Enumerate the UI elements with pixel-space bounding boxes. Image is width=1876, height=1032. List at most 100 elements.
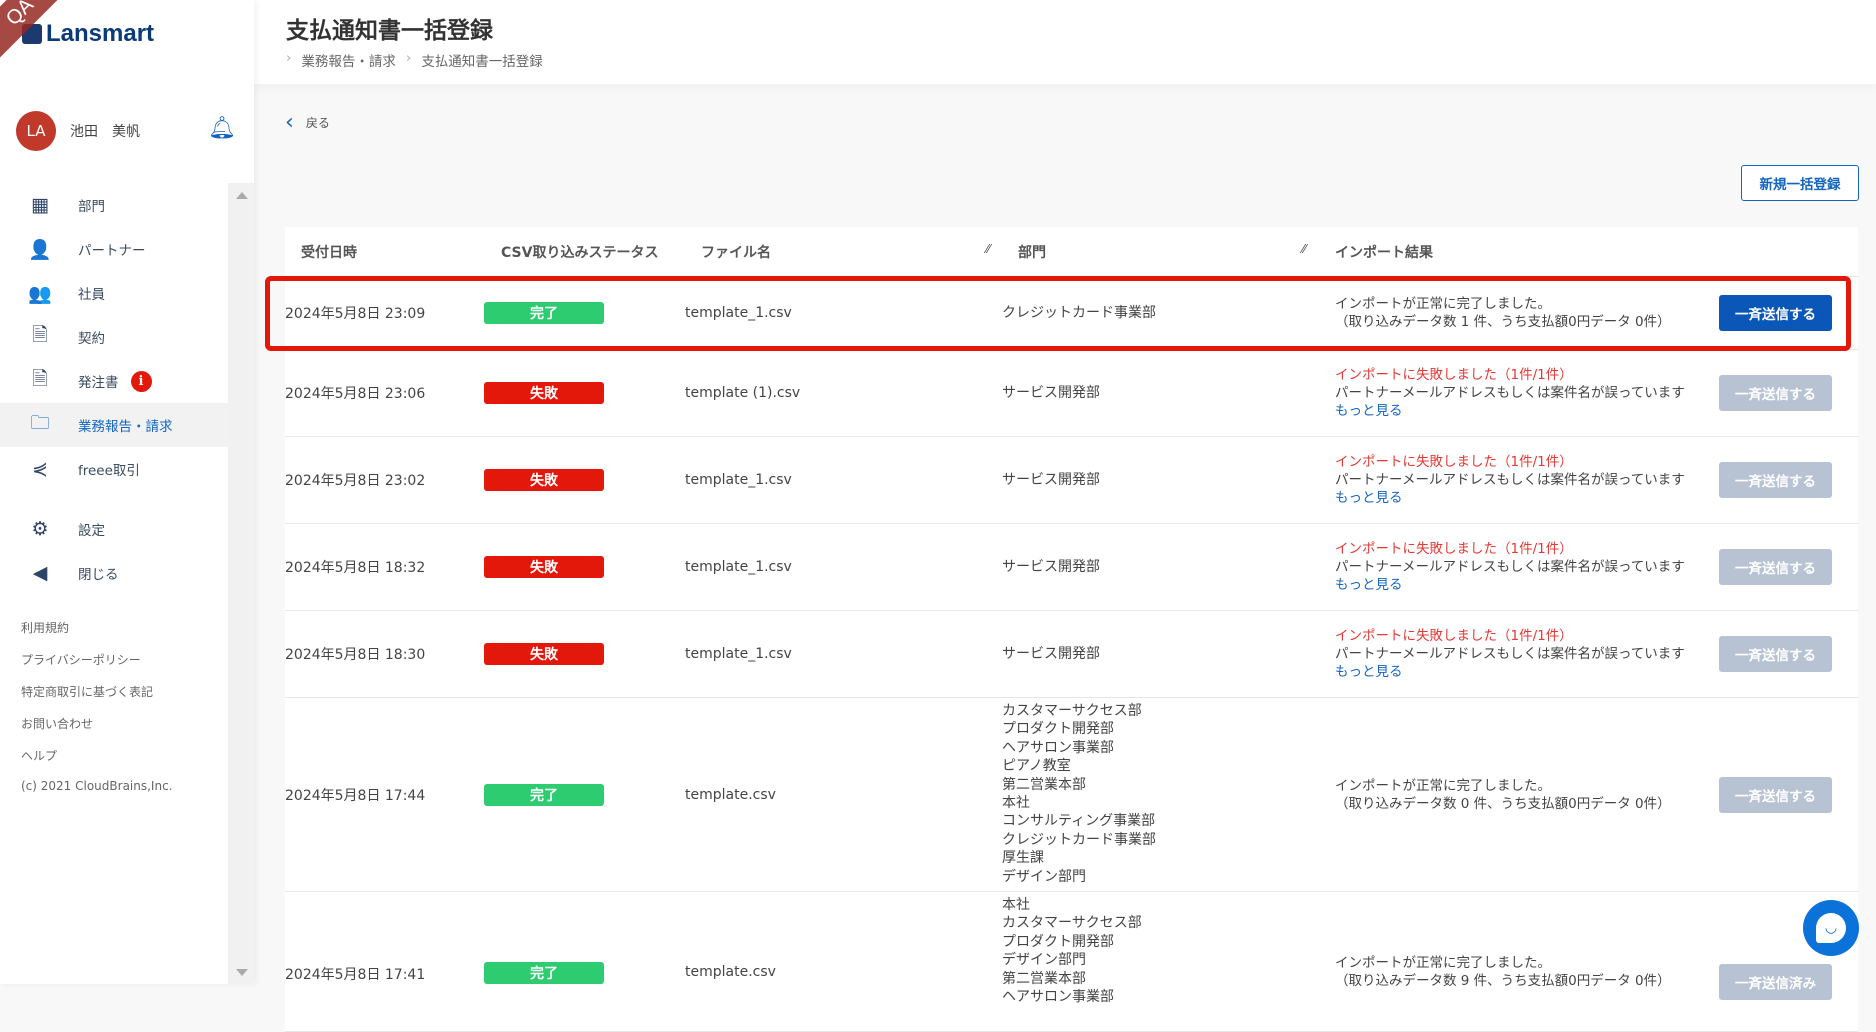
table-row: 2024年5月8日 17:41 完了 template.csv 本社 カスタマーサ…: [285, 892, 1858, 1032]
department-name: ヘアサロン事業部: [1002, 989, 1114, 1006]
import-result: インポートに失敗しました（1件/1件） パートナーメールアドレスもしくは案件名が誤…: [1335, 453, 1685, 507]
bulk-send-button[interactable]: 一斉送信する: [1719, 549, 1832, 585]
import-result: インポートに失敗しました（1件/1件） パートナーメールアドレスもしくは案件名が誤…: [1335, 366, 1685, 420]
department-name: 第二営業本部: [1002, 776, 1086, 793]
sidebar: QA Lansmart LA 池田 美帆 🔔︎ ▦ 部門 👤 パートナー 👥 社員 🗎 契約 🗎…: [0, 0, 254, 984]
column-resize-handle[interactable]: ⁄⁄: [986, 242, 991, 256]
department-name: サービス開発部: [1002, 645, 1100, 662]
scroll-down-icon[interactable]: [236, 969, 248, 976]
table-header: 受付日時 CSV取り込みステータス ファイル名 部門 インポート結果 ⁄⁄ ⁄⁄: [285, 227, 1858, 277]
sidebar-item[interactable]: 🗀 業務報告・請求: [0, 403, 228, 447]
table-row: 2024年5月8日 18:32 失敗 template_1.csv サービス開発…: [285, 524, 1858, 611]
bulk-send-button[interactable]: 一斉送信する: [1719, 375, 1832, 411]
sidebar-item[interactable]: 🗎 発注書 i: [0, 359, 228, 403]
breadcrumb-item[interactable]: 業務報告・請求: [301, 54, 396, 70]
sidebar-item[interactable]: 👥 社員: [0, 271, 228, 315]
department-list: サービス開発部: [1002, 645, 1100, 663]
sidebar-item[interactable]: ▦ 部門: [0, 183, 228, 227]
scroll-up-icon[interactable]: [236, 192, 248, 199]
file-name: template_1.csv: [685, 472, 792, 488]
building-icon: ▦: [31, 194, 49, 216]
column-header-status: CSV取り込みステータス: [501, 245, 659, 261]
sidebar-item-label: 発注書: [78, 375, 119, 391]
bulk-send-button[interactable]: 一斉送信する: [1719, 295, 1832, 331]
footer-link[interactable]: お問い合わせ: [21, 717, 94, 731]
sidebar-item-label: 部門: [78, 199, 105, 215]
page-header: 支払通知書一括登録 › 業務報告・請求 › 支払通知書一括登録: [254, 0, 1876, 84]
sidebar-item[interactable]: 🗎 契約: [0, 315, 228, 359]
result-text: パートナーメールアドレスもしくは案件名が誤っています: [1335, 385, 1685, 401]
result-text: （取り込みデータ数 0 件、うち支払額0円データ 0件）: [1335, 795, 1671, 812]
received-date: 2024年5月8日 17:41: [285, 967, 426, 983]
column-resize-handle[interactable]: ⁄⁄: [1302, 242, 1307, 256]
back-link[interactable]: ‹ 戻る: [285, 110, 330, 135]
sidebar-item-label: 業務報告・請求: [78, 419, 173, 435]
department-list: カスタマーサクセス部 プロダクト開発部 ヘアサロン事業部 ピアノ教室 第二営業本部 本社コ…: [1002, 702, 1156, 886]
error-message: インポートに失敗しました（1件/1件）: [1335, 454, 1573, 470]
sidebar-item[interactable]: ⚙ 設定: [0, 507, 228, 551]
footer-link[interactable]: 特定商取引に基づく表記: [21, 685, 154, 699]
chat-button[interactable]: ◡: [1803, 900, 1859, 956]
person-icon: 👤: [28, 238, 52, 261]
new-bulk-register-button[interactable]: 新規一括登録: [1741, 165, 1859, 201]
chevron-right-icon: ›: [286, 50, 292, 66]
logo[interactable]: Lansmart: [22, 20, 154, 48]
error-message: インポートに失敗しました（1件/1件）: [1335, 628, 1573, 644]
status-badge: 完了: [484, 783, 604, 806]
status-badge: 失敗: [484, 469, 604, 491]
folder-icon: 🗀: [30, 412, 50, 434]
department-name: ピアノ教室: [1002, 758, 1071, 775]
table-row: 2024年5月8日 17:44 完了 template.csv カスタマーサクセ…: [285, 698, 1858, 892]
bulk-send-button[interactable]: 一斉送信する: [1719, 776, 1832, 813]
footer-link[interactable]: ヘルプ: [21, 749, 58, 763]
import-result: インポートに失敗しました（1件/1件） パートナーメールアドレスもしくは案件名が誤…: [1335, 540, 1685, 594]
sidebar-item[interactable]: ⋞ freee取引: [0, 447, 228, 491]
column-header-file: ファイル名: [701, 245, 771, 261]
see-more-link[interactable]: もっと見る: [1335, 403, 1403, 419]
sidebar-item-label: 契約: [78, 331, 105, 347]
result-text: （取り込みデータ数 1 件、うち支払額0円データ 0件）: [1335, 314, 1671, 330]
bulk-send-button[interactable]: 一斉送信する: [1719, 462, 1832, 498]
bulk-send-button[interactable]: 一斉送信する: [1719, 636, 1832, 672]
footer-link[interactable]: 利用規約: [21, 621, 70, 635]
file-name: template (1).csv: [685, 385, 801, 401]
chat-icon: ◡: [1816, 913, 1846, 943]
status-badge: 完了: [484, 302, 604, 324]
import-table: 受付日時 CSV取り込みステータス ファイル名 部門 インポート結果 ⁄⁄ ⁄⁄…: [285, 227, 1858, 1032]
department-name: 本社: [1002, 897, 1030, 913]
import-result: インポートに失敗しました（1件/1件） パートナーメールアドレスもしくは案件名が誤…: [1335, 627, 1685, 681]
table-row: 2024年5月8日 18:30 失敗 template_1.csv サービス開発…: [285, 611, 1858, 698]
result-text: インポートが正常に完了しました。: [1335, 296, 1551, 312]
footer-link[interactable]: プライバシーポリシー: [21, 653, 141, 667]
see-more-link[interactable]: もっと見る: [1335, 490, 1403, 506]
sidebar-item[interactable]: ◀ 閉じる: [0, 551, 228, 595]
file-name: template.csv: [685, 964, 776, 980]
received-date: 2024年5月8日 23:02: [285, 473, 426, 489]
sidebar-item[interactable]: 👤 パートナー: [0, 227, 228, 271]
table-row: 2024年5月8日 23:06 失敗 template (1).csv サービス…: [285, 350, 1858, 437]
user-profile[interactable]: LA 池田 美帆: [16, 111, 140, 151]
people-icon: 👥: [28, 282, 52, 305]
see-more-link[interactable]: もっと見る: [1335, 664, 1403, 680]
avatar: LA: [16, 111, 56, 151]
status-badge: 失敗: [484, 643, 604, 665]
sidebar-scrollbar[interactable]: [228, 183, 254, 984]
bell-icon[interactable]: 🔔︎: [208, 116, 236, 141]
result-text: インポートが正常に完了しました。: [1335, 955, 1551, 971]
result-text: パートナーメールアドレスもしくは案件名が誤っています: [1335, 472, 1685, 488]
gear-icon: ⚙: [31, 518, 49, 540]
result-text: インポートが正常に完了しました。: [1335, 777, 1551, 794]
sidebar-item-label: パートナー: [78, 243, 146, 259]
info-badge-icon: i: [130, 370, 152, 392]
import-result: インポートが正常に完了しました。 （取り込みデータ数 1 件、うち支払額0円データ…: [1335, 295, 1671, 331]
department-name: 第二営業本部: [1002, 970, 1086, 987]
chevron-left-icon: ‹: [285, 110, 294, 135]
department-name: サービス開発部: [1002, 384, 1100, 401]
see-more-link[interactable]: もっと見る: [1335, 577, 1403, 593]
department-list: 本社 カスタマーサクセス部 プロダクト開発部 デザイン部門 第二営業本部 ヘアサロン事業部: [1002, 896, 1142, 1006]
document-icon: 🗎: [32, 324, 48, 346]
bulk-send-button[interactable]: 一斉送信済み: [1719, 964, 1832, 1000]
chevron-right-icon: ›: [405, 50, 412, 66]
sidebar-item-label: 設定: [78, 523, 105, 539]
table-row: 2024年5月8日 23:02 失敗 template_1.csv サービス開発…: [285, 437, 1858, 524]
